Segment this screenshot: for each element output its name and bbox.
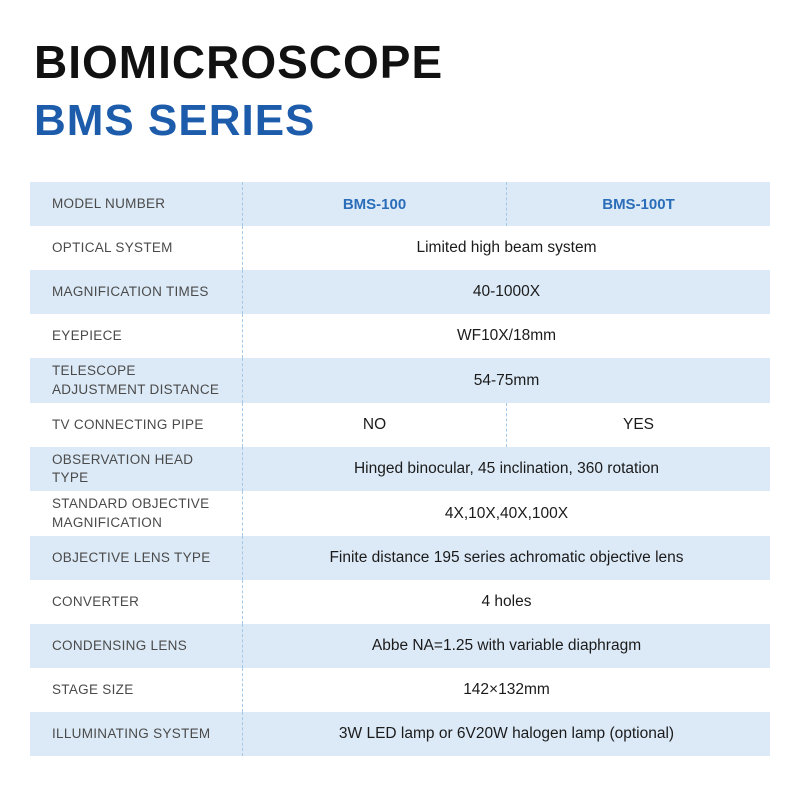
row-values-area: 40-1000X xyxy=(242,270,770,315)
page-title: BIOMICROSCOPE xyxy=(34,36,444,88)
table-row: ILLUMINATING SYSTEM 3W LED lamp or 6V20W … xyxy=(30,711,770,756)
row-label: OBSERVATION HEAD TYPE xyxy=(52,451,194,486)
table-row: CONVERTER 4 holes xyxy=(30,579,770,624)
table-body: OPTICAL SYSTEM Limited high beam system MA… xyxy=(30,226,770,756)
row-label: MAGNIFICATION TIMES xyxy=(52,284,209,300)
row-label: ILLUMINATING SYSTEM xyxy=(52,725,211,741)
table-row: CONDENSING LENS Abbe NA=1.25 with variabl… xyxy=(30,623,770,668)
table-row: OPTICAL SYSTEM Limited high beam system xyxy=(30,226,770,271)
row-label: CONVERTER xyxy=(52,593,140,609)
row-values-area: Limited high beam system xyxy=(242,226,770,271)
table-row: OBSERVATION HEAD TYPE Hinged binocular, 4… xyxy=(30,446,770,492)
row-value: YES xyxy=(506,402,770,447)
row-value: 142×132mm xyxy=(242,667,770,712)
row-values-area: WF10X/18mm xyxy=(242,314,770,359)
row-label: TELESCOPE ADJUSTMENT DISTANCE xyxy=(52,363,220,397)
row-value: NO xyxy=(242,402,506,447)
table-row: TV CONNECTING PIPE NO YES xyxy=(30,402,770,447)
row-label: STAGE SIZE xyxy=(52,681,134,697)
row-value: Finite distance 195 series achromatic ob… xyxy=(242,535,770,580)
row-values-area: Hinged binocular, 45 inclination, 360 ro… xyxy=(242,446,770,492)
row-value: WF10X/18mm xyxy=(242,314,770,359)
row-value: Hinged binocular, 45 inclination, 360 ro… xyxy=(242,446,770,492)
row-value: Limited high beam system xyxy=(242,226,770,271)
table-row: STAGE SIZE 142×132mm xyxy=(30,667,770,712)
row-label: STANDARD OBJECTIVE MAGNIFICATION xyxy=(52,496,210,530)
header-values-area: BMS-100 BMS-100T xyxy=(242,182,770,227)
row-values-area: Abbe NA=1.25 with variable diaphragm xyxy=(242,623,770,668)
page-subtitle: BMS SERIES xyxy=(34,96,316,146)
row-values-area: 4 holes xyxy=(242,579,770,624)
row-values-area: 142×132mm xyxy=(242,667,770,712)
table-row: TELESCOPE ADJUSTMENT DISTANCE 54-75mm xyxy=(30,358,770,403)
column-header-bms-100t: BMS-100T xyxy=(506,182,770,227)
row-label: EYEPIECE xyxy=(52,328,122,344)
row-values-area: 3W LED lamp or 6V20W halogen lamp (optio… xyxy=(242,711,770,756)
row-label: OPTICAL SYSTEM xyxy=(52,240,173,256)
table-row: STANDARD OBJECTIVE MAGNIFICATION 4X,10X,4… xyxy=(30,491,770,536)
table-row: MAGNIFICATION TIMES 40-1000X xyxy=(30,270,770,315)
column-header-model-number: MODEL NUMBER xyxy=(52,196,166,212)
row-label: CONDENSING LENS xyxy=(52,637,188,653)
row-values-area: 4X,10X,40X,100X xyxy=(242,491,770,536)
spec-table: MODEL NUMBER BMS-100 BMS-100T OPTICAL SY… xyxy=(30,182,770,756)
row-values-area: Finite distance 195 series achromatic ob… xyxy=(242,535,770,580)
row-label: OBJECTIVE LENS TYPE xyxy=(52,549,211,565)
table-header-row: MODEL NUMBER BMS-100 BMS-100T xyxy=(30,182,770,227)
column-header-bms-100: BMS-100 xyxy=(242,182,506,227)
row-value: 3W LED lamp or 6V20W halogen lamp (optio… xyxy=(242,711,770,756)
row-value: 4 holes xyxy=(242,579,770,624)
row-values-area: NO YES xyxy=(242,402,770,447)
row-value: Abbe NA=1.25 with variable diaphragm xyxy=(242,623,770,668)
row-value: 40-1000X xyxy=(242,270,770,315)
row-values-area: 54-75mm xyxy=(242,358,770,403)
row-value: 54-75mm xyxy=(242,358,770,403)
table-row: EYEPIECE WF10X/18mm xyxy=(30,314,770,359)
table-row: OBJECTIVE LENS TYPE Finite distance 195 s… xyxy=(30,535,770,580)
row-label: TV CONNECTING PIPE xyxy=(52,416,204,432)
row-value: 4X,10X,40X,100X xyxy=(242,491,770,536)
